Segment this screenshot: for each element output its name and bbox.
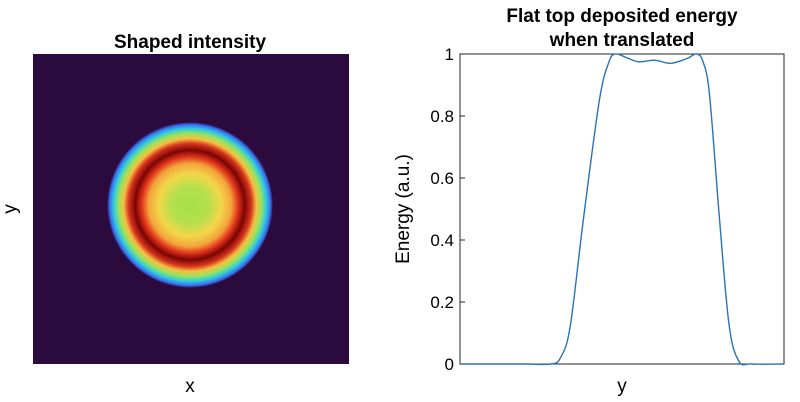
heatmap-panel: Shaped intensity x y [0, 32, 349, 397]
line-chart-title-line-2: when translated [549, 30, 695, 51]
y-tick-label: 0.8 [430, 107, 454, 126]
heatmap-title: Shaped intensity [114, 32, 266, 53]
y-tick-label: 1 [445, 45, 454, 64]
y-tick-label: 0.2 [430, 293, 454, 312]
y-tick-label: 0.6 [430, 169, 454, 188]
line-chart-y-label: Energy (a.u.) [393, 154, 414, 264]
energy-series-line [460, 53, 785, 366]
line-chart-x-label: y [617, 376, 627, 397]
intensity-ring [107, 122, 273, 288]
y-tick-label: 0 [445, 355, 454, 374]
heatmap-x-label: x [185, 376, 195, 397]
y-tick-label: 0.4 [430, 231, 454, 250]
y-ticks: 0 0.2 0.4 0.6 0.8 1 [430, 45, 465, 374]
line-chart-panel: Flat top deposited energy when translate… [393, 6, 785, 397]
heatmap-y-label: y [0, 204, 21, 214]
line-chart-title-line-1: Flat top deposited energy [506, 6, 738, 27]
plot-area [459, 53, 785, 365]
